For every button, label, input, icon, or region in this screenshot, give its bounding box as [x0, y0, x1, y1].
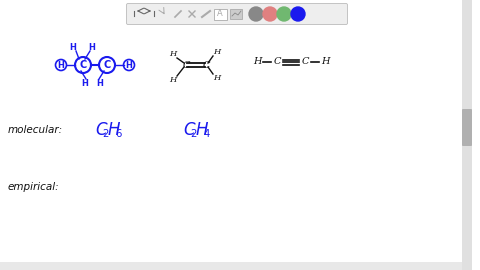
Text: H: H [70, 42, 76, 52]
Text: H: H [82, 79, 88, 87]
FancyBboxPatch shape [127, 4, 348, 25]
Text: C: C [95, 121, 107, 139]
FancyBboxPatch shape [462, 109, 472, 146]
Text: 2: 2 [191, 129, 197, 139]
Text: H: H [214, 48, 221, 56]
Text: H: H [169, 76, 177, 84]
FancyBboxPatch shape [230, 9, 242, 19]
Circle shape [249, 7, 263, 21]
Text: H: H [169, 50, 177, 58]
Text: H: H [321, 58, 329, 66]
Text: C: C [183, 121, 194, 139]
FancyBboxPatch shape [0, 262, 462, 270]
Text: C: C [273, 58, 281, 66]
Text: H: H [214, 74, 221, 82]
Circle shape [291, 7, 305, 21]
Circle shape [263, 7, 277, 21]
Text: H: H [253, 58, 261, 66]
Text: C: C [182, 60, 190, 69]
Text: 6: 6 [116, 129, 122, 139]
Text: 2: 2 [102, 129, 109, 139]
Text: H: H [108, 121, 120, 139]
Circle shape [277, 7, 291, 21]
Text: 4: 4 [204, 129, 210, 139]
Text: C: C [79, 60, 86, 70]
Text: H: H [96, 79, 103, 87]
Text: H: H [89, 42, 96, 52]
Text: H: H [196, 121, 208, 139]
FancyBboxPatch shape [462, 0, 472, 270]
FancyBboxPatch shape [214, 8, 227, 19]
Text: H: H [126, 61, 132, 70]
Text: C: C [103, 60, 110, 70]
Text: C: C [202, 60, 210, 69]
Text: molecular:: molecular: [8, 125, 63, 135]
Text: H: H [58, 61, 64, 70]
Text: empirical:: empirical: [8, 182, 60, 192]
Text: A: A [217, 9, 223, 19]
Text: C: C [301, 58, 309, 66]
